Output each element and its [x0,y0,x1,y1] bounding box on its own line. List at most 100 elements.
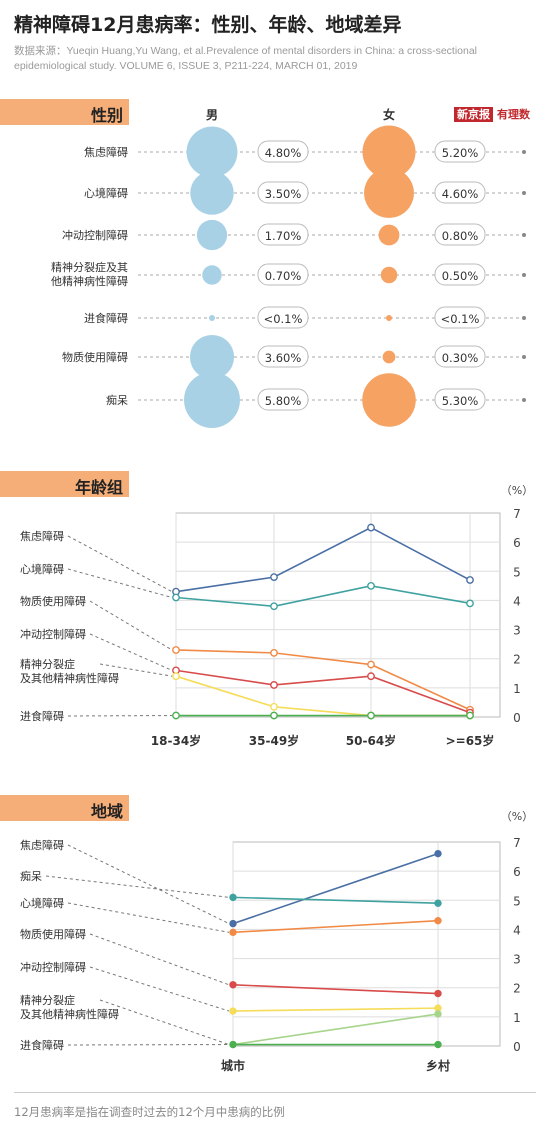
series-line [232,1013,439,1046]
x-tick-label: 50-64岁 [346,733,396,748]
value-pill [434,223,486,246]
data-point [466,599,474,608]
series-line [232,852,439,925]
data-point [434,1010,442,1018]
footnote: 12月患病率是指在调查时过去的12个月中患病的比例 [14,1105,285,1119]
y-tick-label: 7 [513,836,521,850]
value-pill [257,140,309,163]
value-label: 0.70% [265,269,302,283]
x-tick-label: 35-49岁 [249,733,299,748]
data-point [270,681,278,689]
value-pill [257,345,309,368]
section-title-age: 年龄组 [74,478,123,497]
section-banner-gender: 性别 [0,99,129,125]
bubble-mark [386,315,392,321]
leader-line [67,568,173,598]
data-point [229,893,237,902]
column-header: 女 [383,107,395,122]
logo-text: 有理数 [497,108,530,121]
data-point [229,981,237,989]
data-point [270,602,278,611]
value-label: 4.60% [442,187,479,201]
value-label: <0.1% [441,312,480,326]
leader-line [99,663,173,677]
y-tick-label: 4 [513,923,521,937]
value-label: <0.1% [264,312,303,326]
leader-line [89,600,173,651]
y-tick-label: 2 [513,982,521,996]
series-label: 进食障碍 [20,709,64,723]
data-point [466,576,474,584]
row-end-dot [522,273,526,277]
section-banner-age: 年龄组 [0,471,129,497]
category-label: 心境障碍 [84,186,128,200]
section-title-gender: 性别 [90,106,123,125]
footer-divider [14,1092,536,1093]
y-tick-label: 3 [513,624,521,638]
bubble-mark [382,350,396,364]
data-point [229,1007,237,1015]
x-tick-label: 乡村 [426,1058,450,1073]
y-tick-label: 3 [513,953,521,967]
y-tick-label: 6 [513,536,521,550]
data-point [172,711,180,720]
data-point [367,581,375,590]
y-tick-label: 6 [513,865,521,879]
value-label: 0.50% [442,269,479,283]
y-tick-label: 0 [513,1040,521,1054]
series-line [175,649,471,711]
leader-line [89,633,173,671]
bubble-mark [186,126,238,178]
value-pill [434,306,486,329]
leader-line [67,902,230,933]
y-tick-label: 1 [513,682,521,696]
y-tick-label: 7 [513,507,521,521]
section-title-region: 地域 [90,802,123,821]
value-pill [257,181,309,204]
series-line [232,1007,439,1012]
x-tick-label: >=65岁 [446,733,495,748]
data-point [367,672,375,681]
column-header: 男 [206,108,218,122]
data-point [367,523,375,532]
leader-line [67,535,173,593]
bubble-mark [380,266,398,284]
data-point [434,1004,442,1012]
page-title: 精神障碍12月患病率：性别、年龄、地域差异 [14,14,402,36]
series-line [175,669,471,714]
series-label: 冲动控制障碍 [20,960,86,974]
data-point [172,593,180,602]
value-label: 3.60% [265,351,302,365]
value-pill [257,306,309,329]
source-note: 数据来源：Yueqin Huang,Yu Wang, et al.Prevale… [14,45,478,72]
series-label: 痴呆 [20,869,42,883]
series-label: 焦虑障碍 [20,838,64,852]
y-unit-label: （%） [501,484,533,497]
leader-line [89,966,230,1012]
data-point [270,648,278,657]
data-point [434,916,442,925]
category-label: 痴呆 [106,393,128,407]
series-label: 焦虑障碍 [20,529,64,543]
y-tick-label: 4 [513,594,521,608]
leader-line [89,933,230,986]
bubble-mark [364,168,414,218]
category-label: 冲动控制障碍 [62,228,128,242]
bubble-mark [189,334,235,380]
value-label: 0.80% [442,229,479,243]
row-end-dot [522,355,526,359]
row-end-dot [522,398,526,402]
y-tick-label: 2 [513,653,521,667]
y-tick-label: 5 [513,565,521,579]
series-label: 进食障碍 [20,1038,64,1052]
series-line [232,919,439,934]
y-tick-label: 5 [513,894,521,908]
data-point [434,849,442,858]
bubble-mark [196,219,228,251]
row-end-dot [522,191,526,195]
series-label: 心境障碍 [20,562,64,576]
value-pill [434,181,486,204]
logo-mark: 新京报 [454,107,493,122]
category-label: 焦虑障碍 [84,145,128,159]
